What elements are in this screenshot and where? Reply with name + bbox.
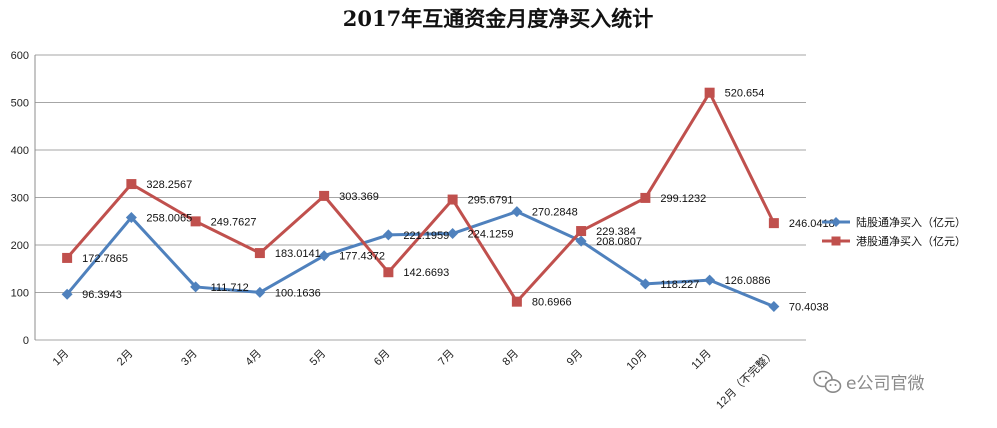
x-tick-label: 10月	[625, 348, 650, 373]
diamond-marker	[254, 286, 266, 298]
data-label: 208.0807	[596, 236, 642, 248]
y-tick-label: 0	[23, 335, 29, 347]
y-tick-label: 100	[11, 288, 29, 300]
square-marker	[319, 190, 330, 201]
series-line-2	[65, 91, 776, 304]
square-marker	[768, 218, 779, 229]
data-label: 303.369	[339, 191, 379, 203]
diamond-marker	[190, 281, 202, 293]
square-marker	[704, 87, 715, 98]
legend-square-marker	[831, 236, 841, 246]
watermark-text: e公司官微	[846, 374, 924, 394]
data-label: 270.2848	[532, 207, 578, 219]
x-tick-label: 12月（不完整）	[713, 346, 778, 411]
legend-diamond-marker	[831, 217, 841, 227]
diamond-marker	[382, 229, 394, 241]
data-label: 177.4372	[339, 251, 385, 263]
data-label: 183.0141	[275, 248, 321, 260]
data-label: 80.6966	[532, 297, 572, 309]
wechat-icon	[813, 370, 842, 393]
diamond-marker	[511, 206, 523, 218]
x-tick-label: 5月	[308, 348, 329, 369]
data-label: 520.654	[725, 88, 765, 100]
x-tick-label: 11月	[689, 348, 713, 372]
diamond-marker	[61, 288, 73, 300]
watermark: e公司官微	[813, 370, 924, 394]
square-marker	[447, 194, 458, 205]
x-tick-label: 8月	[500, 348, 521, 369]
square-marker	[383, 267, 394, 278]
y-tick-label: 500	[11, 98, 29, 110]
square-marker	[190, 216, 201, 227]
data-label: 172.7865	[82, 253, 128, 265]
data-label: 224.1259	[468, 229, 514, 241]
chart-title: 2017年互通资金月度净买入统计	[343, 6, 653, 31]
data-label: 111.712	[211, 282, 249, 294]
diamond-marker	[704, 274, 716, 286]
legend-label: 陆股通净买入（亿元）	[856, 215, 966, 229]
diamond-marker	[318, 250, 330, 262]
data-label: 142.6693	[403, 267, 449, 279]
data-label: 221.1959	[403, 230, 449, 242]
data-label: 100.1636	[275, 287, 321, 299]
x-tick-label: 1月	[51, 348, 72, 369]
x-tick-label: 4月	[243, 348, 264, 369]
data-label: 118.227	[660, 279, 699, 291]
data-label: 246.0418	[789, 218, 835, 230]
data-label: 70.4038	[789, 302, 829, 314]
data-label: 126.0886	[725, 275, 771, 287]
data-label: 96.3943	[82, 289, 122, 301]
square-marker	[511, 296, 522, 307]
x-tick-label: 9月	[565, 348, 586, 369]
x-tick-label: 2月	[115, 348, 136, 369]
diamond-marker	[768, 301, 780, 313]
square-marker	[576, 226, 587, 237]
data-label: 328.2567	[146, 179, 192, 191]
legend-label: 港股通净买入（亿元）	[856, 234, 966, 248]
square-marker	[126, 179, 137, 190]
y-tick-label: 300	[11, 193, 29, 205]
x-tick-label: 6月	[372, 348, 393, 369]
diamond-marker	[447, 228, 459, 240]
diamond-marker	[125, 211, 137, 223]
x-tick-label: 7月	[436, 348, 457, 369]
y-tick-label: 200	[11, 240, 29, 252]
diamond-marker	[639, 278, 651, 290]
square-marker	[640, 192, 651, 203]
x-tick-label: 3月	[179, 348, 200, 369]
data-label: 249.7627	[211, 216, 257, 228]
y-tick-label: 400	[11, 145, 29, 157]
data-label: 295.6791	[468, 195, 514, 207]
diamond-marker	[575, 235, 587, 247]
square-marker	[62, 252, 73, 263]
y-tick-label: 600	[11, 50, 29, 62]
data-label: 299.1232	[660, 193, 706, 205]
data-label: 229.384	[596, 226, 636, 238]
data-label: 258.0065	[146, 212, 192, 224]
square-marker	[254, 248, 265, 259]
